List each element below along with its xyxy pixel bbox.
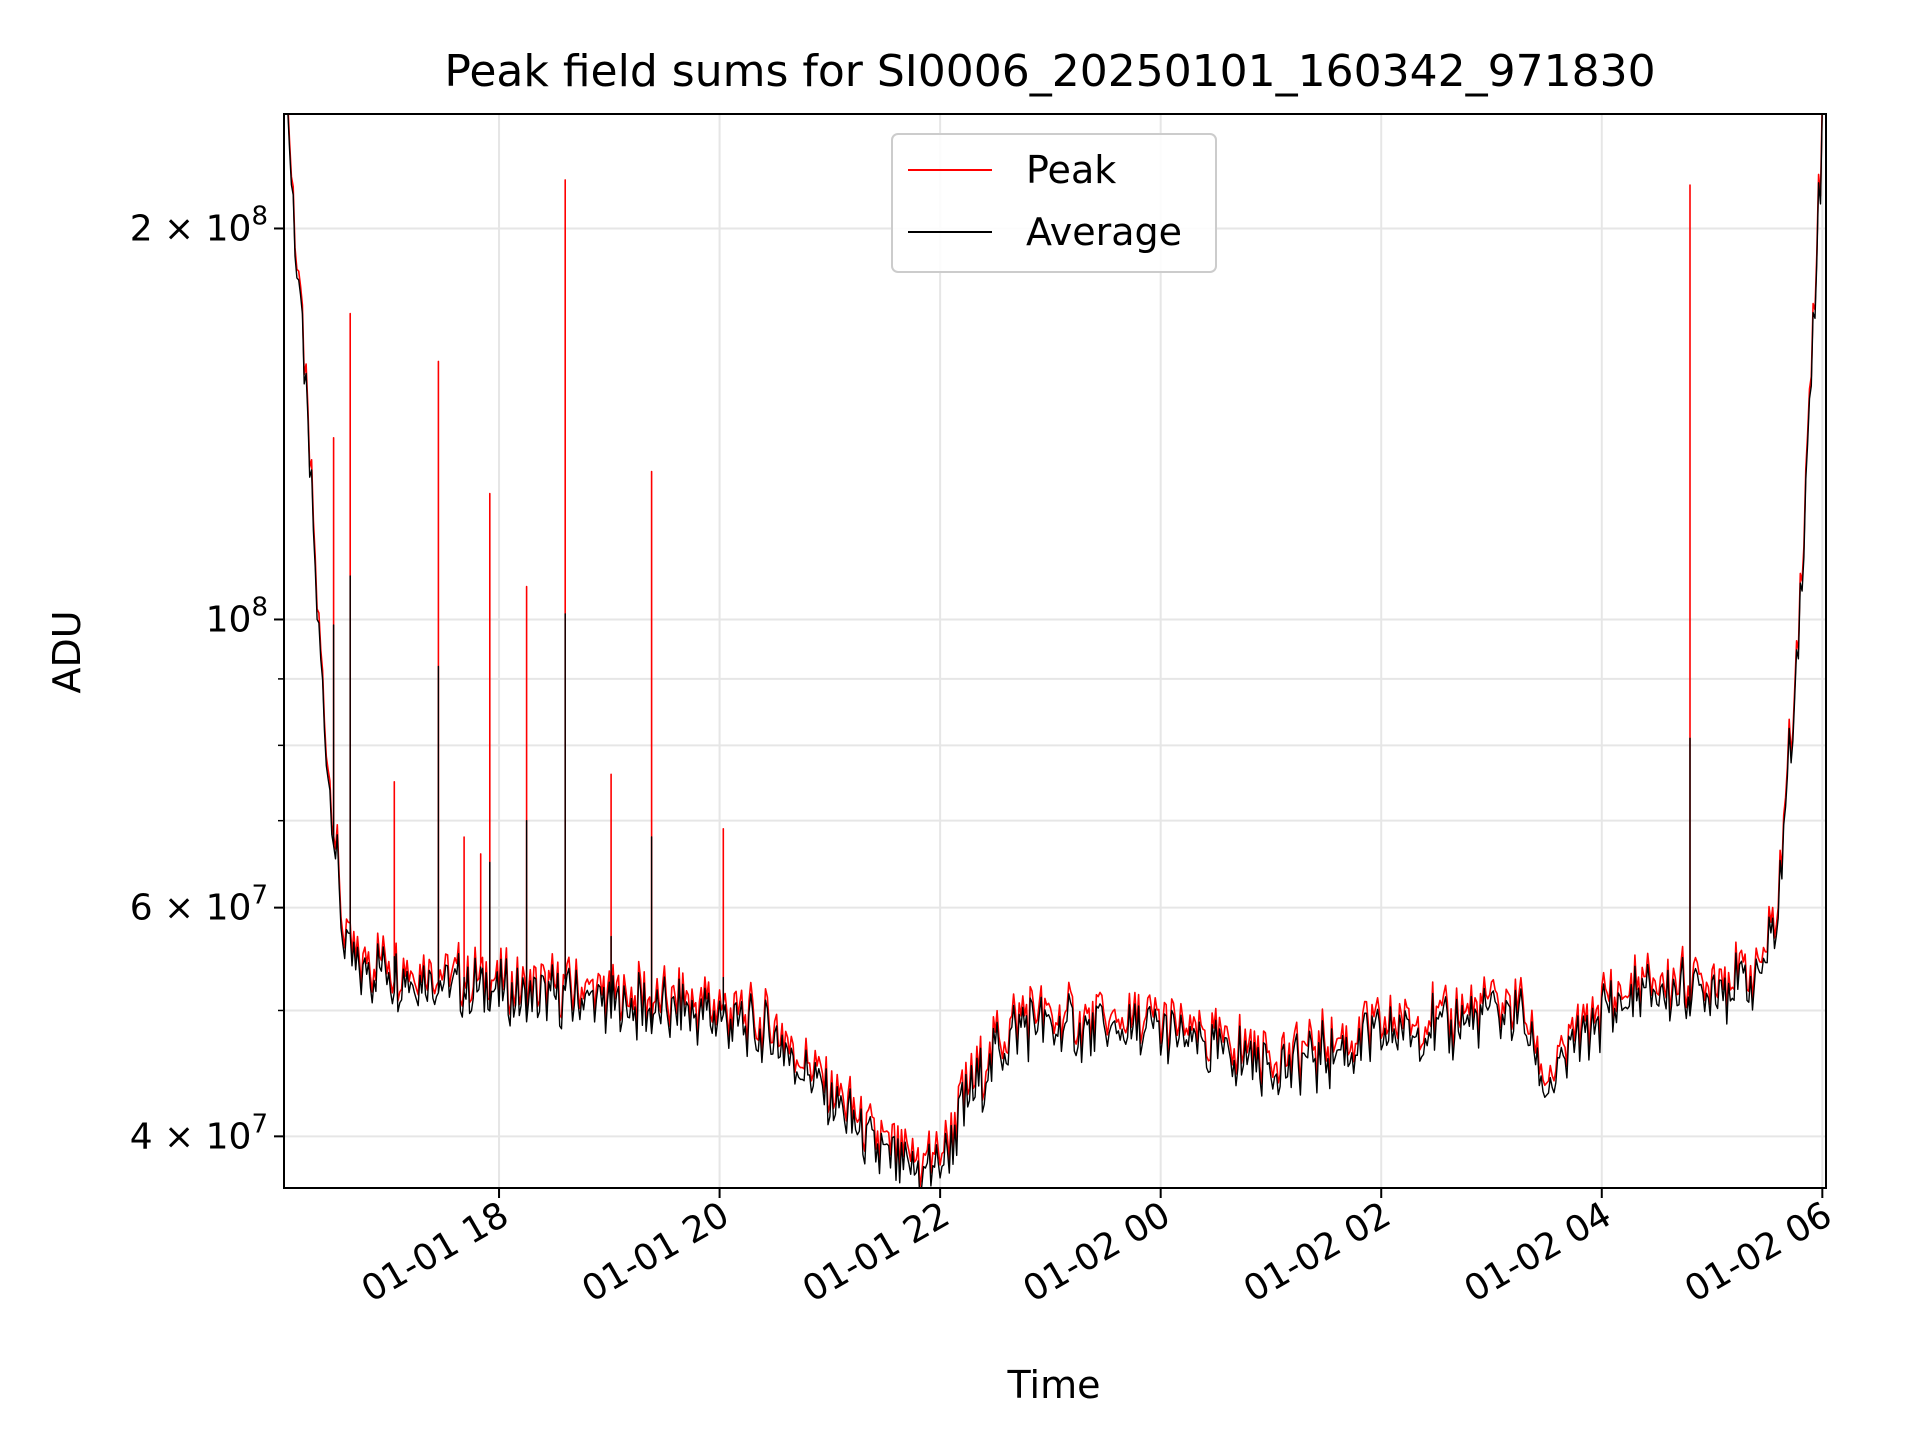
chart-title: Peak field sums for SI0006_20250101_1603… [444,46,1655,97]
x-axis-label: Time [1007,1363,1101,1407]
y-tick-label: 6 × 107 [130,881,268,929]
y-tick-label: 108 [206,592,268,640]
series-line-average [287,114,1823,1188]
y-tick-label: 2 × 108 [130,201,268,249]
legend-box [891,133,1217,273]
y-axis-label: ADU [45,610,89,693]
y-tick-label: 4 × 107 [130,1109,268,1157]
legend-label-average: Average [1026,210,1182,254]
series-layer [287,114,1823,1188]
grid [284,114,1826,1188]
plot-frame [283,113,1827,1189]
legend-label-peak: Peak [1026,148,1116,192]
legend: Peak Average [891,133,1217,273]
